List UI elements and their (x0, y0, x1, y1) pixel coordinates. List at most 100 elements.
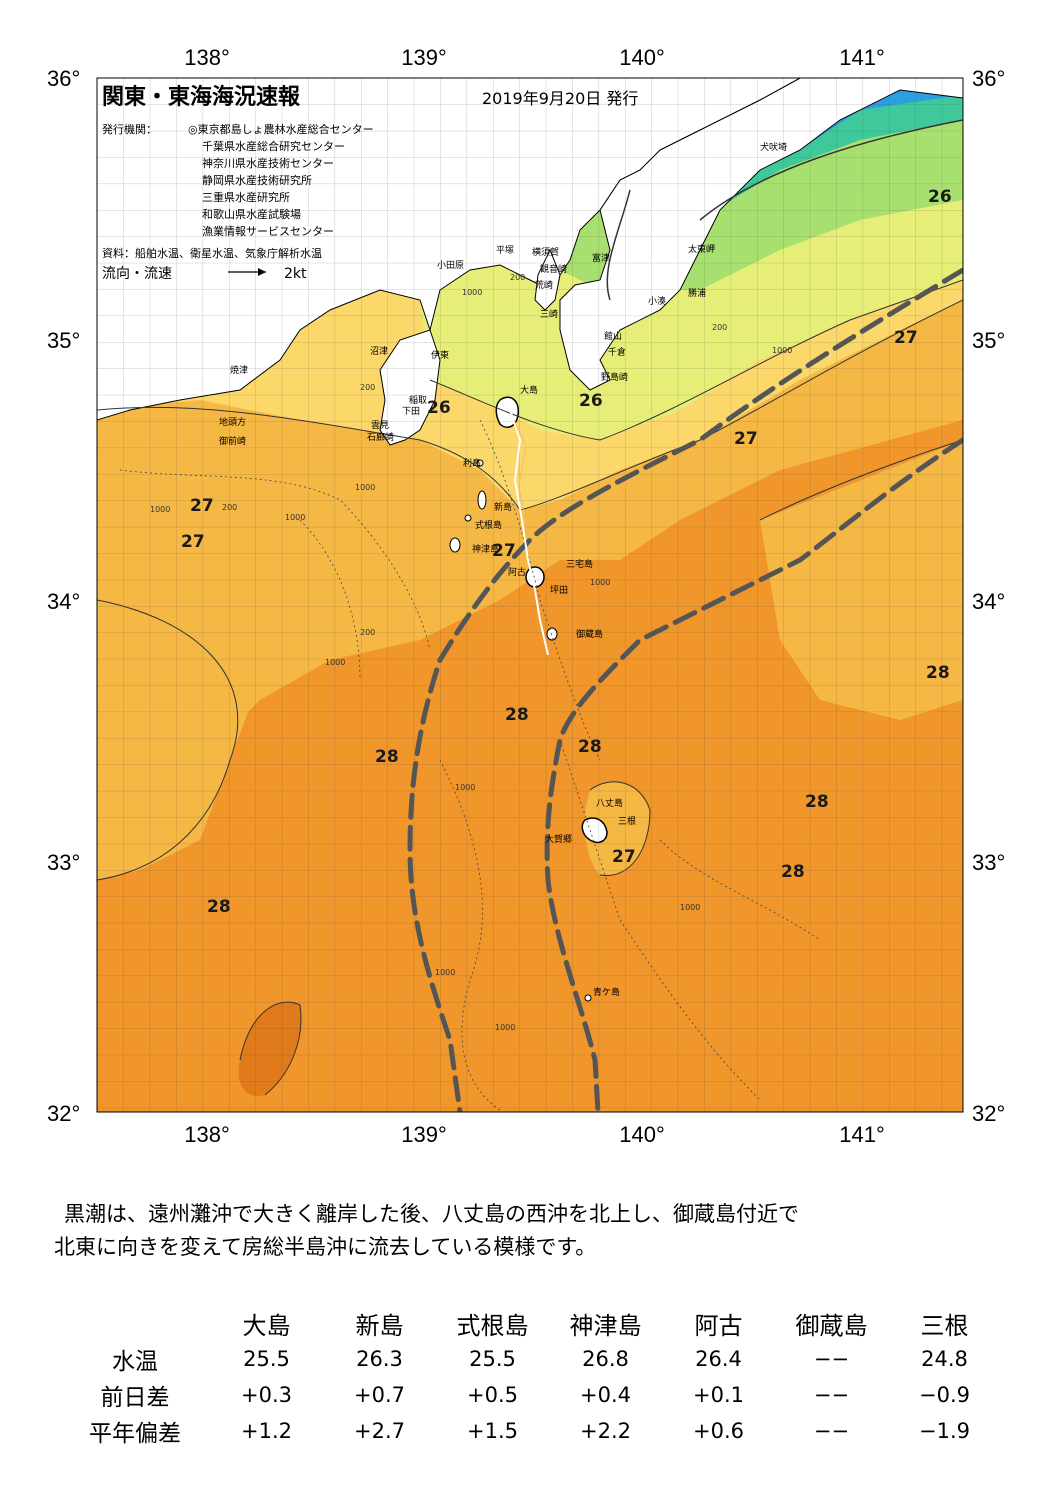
column-header: 御蔵島 (795, 1311, 868, 1340)
lat-label: 35° (47, 328, 80, 353)
place-label: 稲取 (409, 394, 427, 406)
table-cell: +2.2 (580, 1419, 631, 1443)
axis-right: 36° 35° 34° 33° 32° (972, 66, 1005, 1126)
place-label: 石廊崎 (367, 431, 394, 443)
table-cell: +0.1 (693, 1383, 744, 1407)
table-cell: +0.5 (467, 1383, 518, 1407)
table-cell: +1.5 (467, 1419, 518, 1443)
depth-label: 1000 (325, 658, 345, 667)
table-row: 平年偏差 +1.2 +2.7 +1.5 +2.2 +0.6 −− −1.9 (60, 1413, 1001, 1449)
column-header: 阿古 (694, 1311, 743, 1340)
place-label: 三宅島 (566, 558, 593, 570)
ship-track-vector (513, 419, 527, 527)
table-cell: −− (813, 1383, 850, 1407)
depth-label: 200 (360, 383, 375, 392)
column-header: 新島 (355, 1311, 404, 1340)
table-cell: −− (813, 1347, 850, 1371)
place-label: 小田原 (437, 260, 464, 271)
issuer-item: ◎東京都島しょ農林水産総合センター (188, 122, 374, 136)
lat-label: 36° (47, 66, 80, 91)
place-label: 三崎 (540, 308, 558, 320)
table-cell: 25.5 (243, 1347, 290, 1371)
table-cell: −0.9 (919, 1383, 970, 1407)
table-cell: +0.6 (693, 1419, 744, 1443)
depth-label: 1000 (355, 483, 375, 492)
place-label: 伊東 (431, 349, 449, 361)
lat-label: 34° (47, 589, 80, 614)
kuroshio-axis (407, 267, 963, 1112)
temp-label: 28 (505, 705, 529, 725)
lat-label: 33° (47, 850, 80, 875)
temp-label: 28 (578, 737, 602, 757)
place-label: 三根 (618, 815, 636, 827)
lon-label: 140° (619, 45, 665, 70)
legend-label: 流向・流速 (102, 266, 172, 282)
lon-label: 138° (184, 45, 230, 70)
place-label: 神津島 (472, 543, 499, 555)
table-cell: −1.9 (919, 1419, 970, 1443)
depth-label: 200 (510, 273, 525, 282)
place-label: 観音崎 (540, 263, 567, 275)
column-header: 式根島 (456, 1311, 529, 1340)
place-label: 横須賀 (532, 246, 559, 258)
table-cell: +0.3 (241, 1383, 292, 1407)
temperature-labels: 26 26 26 27 27 27 27 27 27 28 28 28 28 2… (181, 187, 952, 917)
table-cell: +2.7 (354, 1419, 405, 1443)
axis-left: 36° 35° 34° 33° 32° (47, 66, 80, 1126)
temp-label: 28 (805, 792, 829, 812)
table-row: 水温 25.5 26.3 25.5 26.8 26.4 −− 24.8 (60, 1341, 1001, 1377)
temp-label: 26 (427, 398, 451, 418)
legend-scale: 2kt (284, 266, 307, 282)
summary-line: 黒潮は、遠州灘沖で大きく離岸した後、八丈島の西沖を北上し、御蔵島付近で (64, 1202, 799, 1226)
issue-date: 2019年9月20日 発行 (482, 89, 638, 108)
lat-lon-grid (97, 78, 963, 1112)
temp-label: 28 (926, 663, 950, 683)
table-cell: 26.4 (695, 1347, 742, 1371)
place-label: 利島 (463, 457, 481, 469)
place-label: 野島崎 (601, 371, 628, 383)
place-label: 富津 (592, 252, 610, 264)
place-label: 地頭方 (219, 416, 246, 428)
table-cell: +0.4 (580, 1383, 631, 1407)
place-label: 太東岬 (688, 243, 715, 255)
temp-label: 26 (579, 391, 603, 411)
place-label: 焼津 (230, 365, 248, 376)
place-label: 八丈島 (596, 797, 623, 809)
axis-bottom: 138° 139° 140° 141° (184, 1122, 885, 1147)
temp-label: 27 (612, 847, 636, 867)
lon-label: 138° (184, 1122, 230, 1147)
place-label: 坪田 (550, 585, 568, 596)
depth-label: 1000 (772, 346, 792, 355)
depth-label: 1000 (495, 1023, 515, 1032)
temp-label: 26 (928, 187, 952, 207)
lon-label: 139° (401, 45, 447, 70)
place-label: 小湊 (648, 295, 666, 307)
table-header-row: 大島 新島 式根島 神津島 阿古 御蔵島 三根 (60, 1305, 1001, 1341)
issuer-item: 千葉県水産総合研究センター (202, 139, 345, 153)
table-cell: +1.2 (241, 1419, 292, 1443)
issuer-item: 漁業情報サービスセンター (202, 224, 334, 238)
map-title: 関東・東海海況速報 (102, 84, 301, 110)
place-label: 平塚 (496, 245, 514, 256)
table-row: 前日差 +0.3 +0.7 +0.5 +0.4 +0.1 −− −0.9 (60, 1377, 1001, 1413)
place-label: 千倉 (608, 346, 626, 358)
place-label: 下田 (402, 406, 420, 417)
lon-label: 140° (619, 1122, 665, 1147)
temp-label: 27 (190, 496, 214, 516)
temp-label: 28 (375, 747, 399, 767)
lat-label: 33° (972, 850, 1005, 875)
place-label: 館山 (604, 330, 622, 342)
place-names: 犬吠埼 太東岬 勝浦 小湊 富津 館山 千倉 野島崎 横須賀 観音崎 荒崎 三崎… (219, 141, 787, 998)
place-label: 阿古 (508, 566, 526, 578)
summary-text: 黒潮は、遠州灘沖で大きく離岸した後、八丈島の西沖を北上し、御蔵島付近で 北東に向… (54, 1198, 1014, 1264)
place-label: 荒崎 (535, 279, 553, 291)
place-label: 御前崎 (219, 435, 246, 447)
temp-label: 28 (781, 862, 805, 882)
depth-label: 200 (360, 628, 375, 637)
table-cell: 24.8 (921, 1347, 968, 1371)
depth-label: 1000 (462, 288, 482, 297)
summary-line: 北東に向きを変えて房総半島沖に流去している模様です。 (54, 1235, 597, 1259)
issuer-item: 神奈川県水産技術センター (202, 156, 334, 170)
lat-label: 35° (972, 328, 1005, 353)
